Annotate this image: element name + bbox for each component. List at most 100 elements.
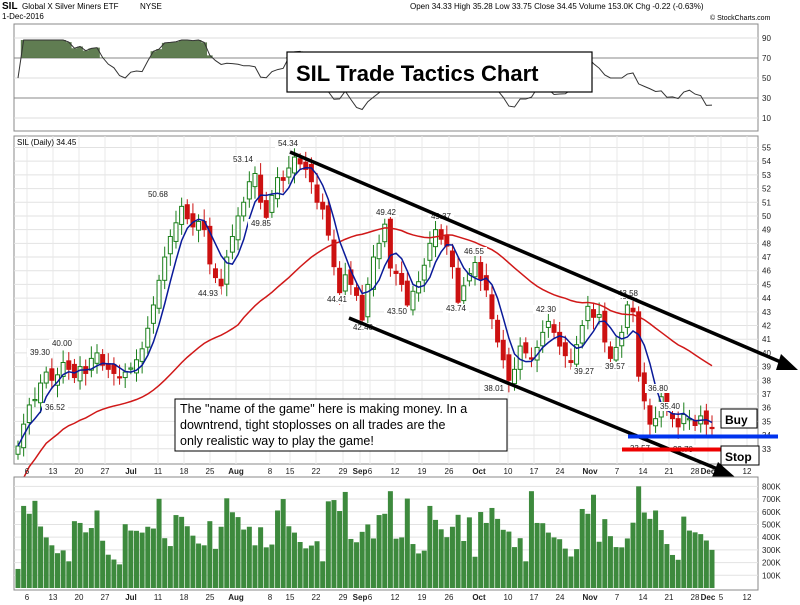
note-line-3: only realistic way to play the game! xyxy=(180,434,374,448)
x-tick-label: 19 xyxy=(418,467,427,476)
buy-label-box xyxy=(720,408,758,429)
x-tick-label: 10 xyxy=(504,593,513,602)
volume-bar xyxy=(71,521,77,588)
volume-bar xyxy=(534,522,540,588)
candle-body xyxy=(275,177,281,200)
symbol-label: SIL xyxy=(2,1,18,12)
candle-body xyxy=(703,410,709,425)
price-annotation: 42.30 xyxy=(536,305,557,314)
price-tick-label: 35 xyxy=(762,417,771,426)
price-tick-label: 47 xyxy=(762,253,771,262)
volume-bar xyxy=(624,538,630,588)
candle-body xyxy=(303,161,309,170)
candle-body xyxy=(461,285,467,302)
volume-bar xyxy=(128,530,134,588)
candle-body xyxy=(354,287,360,296)
candle-body xyxy=(404,280,410,306)
candle-body xyxy=(117,376,123,379)
volume-bar xyxy=(32,500,38,588)
volume-tick-label: 800K xyxy=(762,482,781,491)
watermark: © StockCharts.com xyxy=(710,14,771,22)
volume-bar xyxy=(314,541,320,588)
volume-bar xyxy=(540,523,546,588)
volume-bar xyxy=(184,526,190,588)
candle-body xyxy=(100,354,106,366)
rsi-grid xyxy=(14,37,758,119)
rsi-axis: 10 30 50 70 90 xyxy=(762,34,771,123)
x-tick-label: 18 xyxy=(180,467,189,476)
volume-bar xyxy=(387,491,393,588)
volume-bar xyxy=(145,526,151,588)
price-legend: SIL (Daily) 34.45 xyxy=(17,138,77,147)
volume-bar xyxy=(370,538,376,588)
volume-bar xyxy=(331,500,337,588)
price-tick-label: 39 xyxy=(762,363,771,372)
price-annotation: 38.01 xyxy=(484,384,505,393)
volume-bar xyxy=(320,561,326,588)
x-tick-label: 7 xyxy=(615,593,620,602)
candle-body xyxy=(258,174,264,203)
x-tick-label: 27 xyxy=(101,593,110,602)
volume-bar xyxy=(139,532,145,588)
price-tick-label: 45 xyxy=(762,280,771,289)
x-tick-label: 12 xyxy=(743,467,752,476)
security-name: Global X Silver Miners ETF xyxy=(22,2,119,11)
volume-tick-label: 600K xyxy=(762,508,781,517)
price-tick-label: 48 xyxy=(762,239,771,248)
volume-bar xyxy=(88,528,94,588)
volume-bar xyxy=(325,501,331,588)
volume-bar xyxy=(348,538,354,588)
volume-bar xyxy=(489,507,495,588)
rsi-tick-label: 70 xyxy=(762,54,771,63)
price-tick-label: 36 xyxy=(762,404,771,413)
volume-bar xyxy=(562,548,568,588)
volume-bar xyxy=(162,538,168,588)
x-tick-label: 13 xyxy=(49,467,58,476)
volume-bar xyxy=(591,494,597,588)
price-annotation: 49.42 xyxy=(376,208,397,217)
price-tick-label: 49 xyxy=(762,226,771,235)
lower-trendline-arrowhead xyxy=(712,462,735,477)
volume-bar xyxy=(630,522,636,588)
volume-bar xyxy=(258,527,264,588)
candle-body xyxy=(607,346,613,359)
rsi-line xyxy=(17,39,713,111)
volume-bar xyxy=(15,568,21,588)
volume-bar xyxy=(297,542,303,588)
volume-bar xyxy=(545,532,551,588)
candle-body xyxy=(325,205,331,236)
price-annotation: 54.34 xyxy=(278,139,299,148)
candle-body xyxy=(218,278,224,287)
annotation-bg xyxy=(275,139,301,148)
volume-bar xyxy=(472,556,478,588)
volume-bar xyxy=(359,531,365,588)
x-tick-label: Aug xyxy=(228,467,244,476)
annotation-bg xyxy=(324,295,350,304)
volume-bar xyxy=(438,529,444,588)
price-annotation: 50.68 xyxy=(148,190,169,199)
volume-bar xyxy=(449,526,455,588)
volume-bar xyxy=(421,550,427,588)
candle-body xyxy=(196,220,202,231)
candle-body xyxy=(489,294,495,320)
annotation-bg xyxy=(350,323,376,332)
candle-body xyxy=(190,213,196,228)
candle-body xyxy=(596,314,602,318)
volume-bar xyxy=(156,498,162,588)
volume-bar xyxy=(241,529,247,588)
x-tick-label: 29 xyxy=(339,467,348,476)
candle-body xyxy=(602,310,608,343)
x-tick-label: 26 xyxy=(445,467,454,476)
volume-bar xyxy=(495,518,501,588)
price-tick-label: 40 xyxy=(762,349,771,358)
volume-bars xyxy=(15,486,715,588)
volume-bar xyxy=(354,542,360,588)
price-annotation: 36.52 xyxy=(45,403,66,412)
volume-bar xyxy=(692,532,698,588)
annotation-bg xyxy=(533,305,559,314)
volume-bar xyxy=(337,511,343,588)
volume-bar xyxy=(653,510,659,588)
candle-body xyxy=(376,242,382,260)
x-tick-label: Aug xyxy=(228,593,244,602)
price-annotation: 39.27 xyxy=(574,367,595,376)
